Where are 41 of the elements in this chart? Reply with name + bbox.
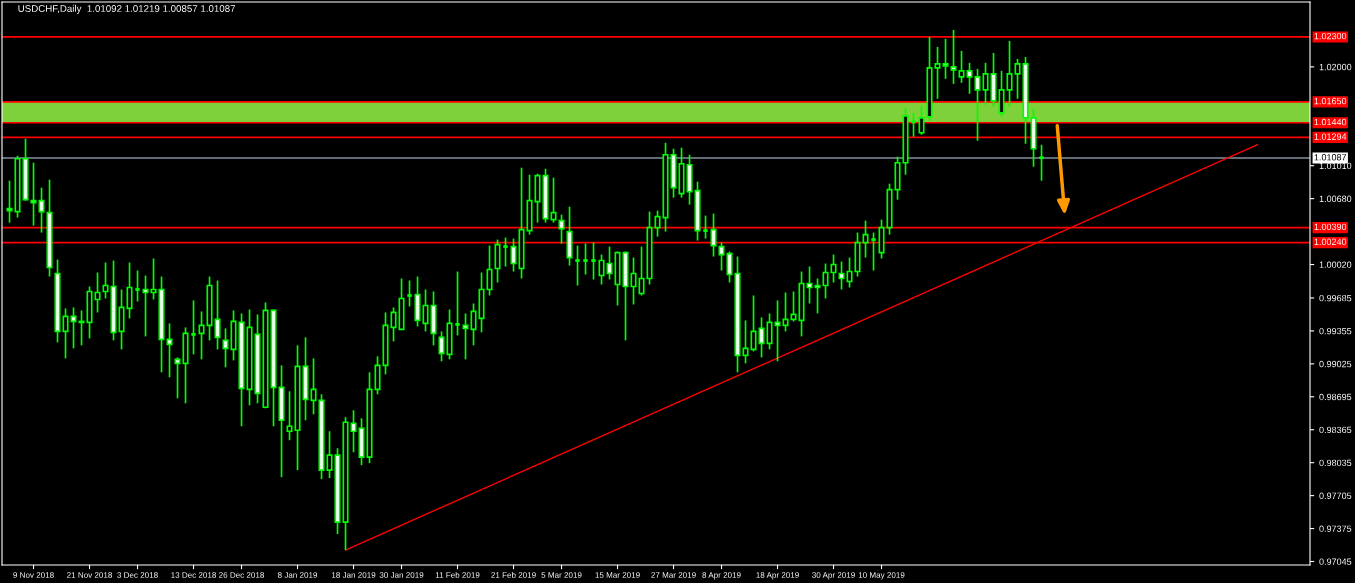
y-tick-label: 0.99355 xyxy=(1319,327,1352,335)
x-tick-label: 21 Feb 2019 xyxy=(491,571,536,578)
x-tick-label: 10 May 2019 xyxy=(858,572,905,580)
candlestick xyxy=(710,212,717,258)
ref-line-label: 1.00390 xyxy=(1314,223,1347,231)
ref-line-label: 1.02300 xyxy=(1314,32,1347,40)
x-tick-label: 30 Jan 2019 xyxy=(379,572,424,578)
candlestick xyxy=(558,213,565,245)
y-tick-label: 0.97375 xyxy=(1319,525,1352,532)
x-tick-label: 9 Nov 2018 xyxy=(13,572,54,578)
y-tick-label: 0.99025 xyxy=(1319,360,1352,368)
x-tick-label: 18 Jan 2019 xyxy=(331,572,376,578)
ref-line-label: 1.01650 xyxy=(1314,97,1347,105)
y-tick-label: 0.97045 xyxy=(1319,558,1352,565)
ref-line-label: 1.01087 xyxy=(1314,154,1347,161)
y-tick-label: 1.01010 xyxy=(1319,162,1352,170)
x-tick-label: 8 Apr 2019 xyxy=(702,572,741,580)
x-tick-label: 26 Dec 2018 xyxy=(219,572,265,578)
y-tick-label: 0.99685 xyxy=(1319,294,1352,302)
ref-line-label: 1.01294 xyxy=(1314,133,1347,140)
x-tick-label: 5 Mar 2019 xyxy=(541,572,582,578)
x-tick-label: 21 Nov 2018 xyxy=(67,572,113,578)
y-tick-label: 1.02000 xyxy=(1319,63,1352,71)
x-tick-label: 27 Mar 2019 xyxy=(651,572,696,578)
chart-title: USDCHF,Daily 1.01092 1.01219 1.00857 1.01087 xyxy=(18,4,236,14)
x-tick-label: 15 Mar 2019 xyxy=(595,572,640,578)
y-tick-label: 0.98695 xyxy=(1319,393,1352,401)
x-tick-label: 18 Apr 2019 xyxy=(756,572,799,580)
candlestick xyxy=(494,238,501,284)
x-tick-label: 3 Dec 2018 xyxy=(117,572,158,578)
x-tick-label: 13 Dec 2018 xyxy=(171,572,217,578)
x-tick-label: 11 Feb 2019 xyxy=(435,571,480,578)
ref-line-label: 1.01440 xyxy=(1314,118,1347,126)
y-tick-label: 0.98365 xyxy=(1319,426,1352,434)
y-tick-label: 0.97705 xyxy=(1319,492,1352,499)
y-tick-label: 1.00020 xyxy=(1319,261,1352,268)
y-tick-label: 0.98035 xyxy=(1319,459,1352,467)
x-tick-label: 8 Jan 2019 xyxy=(277,572,318,578)
ref-line-label: 1.00240 xyxy=(1314,238,1347,245)
x-tick-label: 30 Apr 2019 xyxy=(812,572,855,580)
y-tick-label: 1.00680 xyxy=(1319,195,1352,203)
